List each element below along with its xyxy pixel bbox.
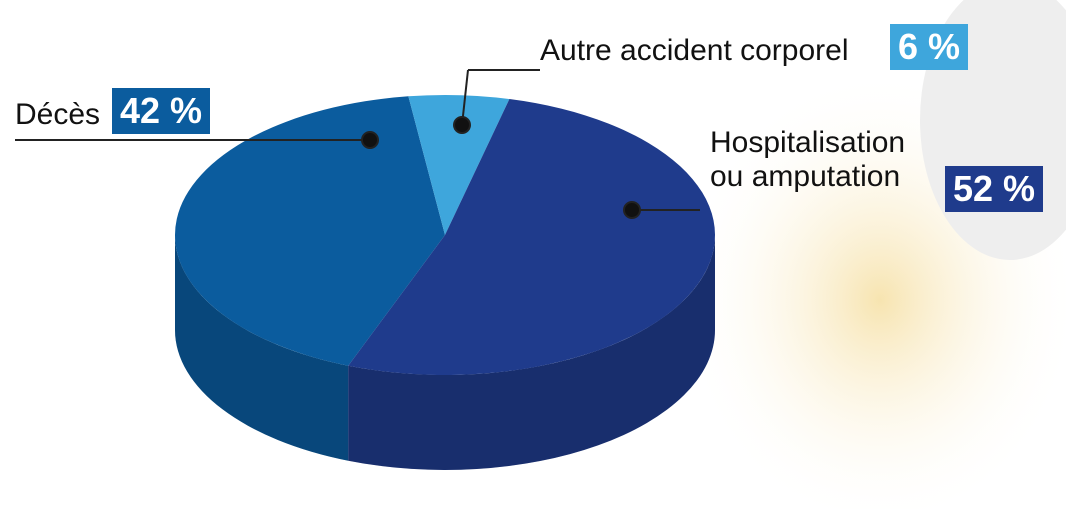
value-label: 42 % bbox=[112, 88, 211, 134]
slice bbox=[174, 96, 445, 366]
pie bbox=[174, 95, 716, 470]
leader-line bbox=[461, 69, 469, 126]
slice-side-shade bbox=[175, 235, 349, 461]
value-label: 6 % bbox=[890, 24, 969, 70]
value-label: 52 % bbox=[945, 166, 1044, 212]
leader-dot bbox=[453, 116, 471, 134]
slice-label: Hospitalisation ou amputation bbox=[710, 126, 906, 193]
leader-dot bbox=[361, 131, 379, 149]
leaders bbox=[15, 69, 700, 219]
slice-side bbox=[175, 235, 349, 461]
slice bbox=[348, 99, 716, 376]
slice-label: Décès bbox=[15, 98, 101, 131]
slice-side-shade bbox=[348, 235, 715, 470]
slice bbox=[408, 95, 510, 236]
slice-label: Autre accident corporel bbox=[540, 34, 849, 67]
slice-side bbox=[348, 235, 715, 470]
leader-dot bbox=[623, 201, 641, 219]
